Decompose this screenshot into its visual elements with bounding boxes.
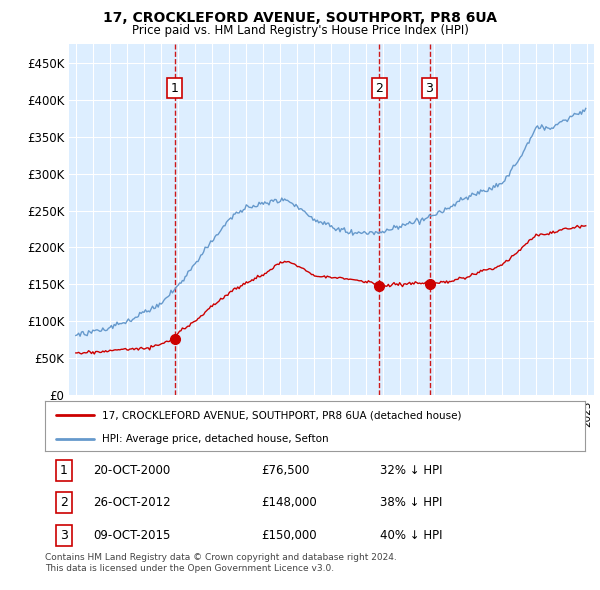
Text: 40% ↓ HPI: 40% ↓ HPI: [380, 529, 442, 542]
Text: £150,000: £150,000: [261, 529, 317, 542]
Text: £76,500: £76,500: [261, 464, 310, 477]
Text: 2: 2: [375, 81, 383, 94]
Text: 20-OCT-2000: 20-OCT-2000: [94, 464, 171, 477]
Text: 2: 2: [60, 496, 68, 510]
Text: 3: 3: [425, 81, 433, 94]
Text: 17, CROCKLEFORD AVENUE, SOUTHPORT, PR8 6UA: 17, CROCKLEFORD AVENUE, SOUTHPORT, PR8 6…: [103, 11, 497, 25]
Text: HPI: Average price, detached house, Sefton: HPI: Average price, detached house, Seft…: [101, 434, 328, 444]
Text: 09-OCT-2015: 09-OCT-2015: [94, 529, 171, 542]
Text: 26-OCT-2012: 26-OCT-2012: [94, 496, 171, 510]
Text: 1: 1: [171, 81, 179, 94]
Text: Contains HM Land Registry data © Crown copyright and database right 2024.
This d: Contains HM Land Registry data © Crown c…: [45, 553, 397, 573]
Text: Price paid vs. HM Land Registry's House Price Index (HPI): Price paid vs. HM Land Registry's House …: [131, 24, 469, 37]
Text: 38% ↓ HPI: 38% ↓ HPI: [380, 496, 442, 510]
Text: 17, CROCKLEFORD AVENUE, SOUTHPORT, PR8 6UA (detached house): 17, CROCKLEFORD AVENUE, SOUTHPORT, PR8 6…: [101, 410, 461, 420]
Text: 32% ↓ HPI: 32% ↓ HPI: [380, 464, 442, 477]
Text: £148,000: £148,000: [261, 496, 317, 510]
Text: 1: 1: [60, 464, 68, 477]
Text: 3: 3: [60, 529, 68, 542]
